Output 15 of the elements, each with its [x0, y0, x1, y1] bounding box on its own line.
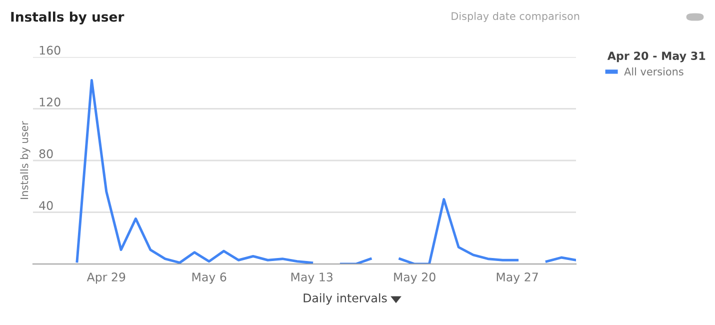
y-tick-label: 40	[39, 201, 53, 210]
y-tick-label: 80	[39, 149, 53, 158]
text: Display date comparison	[452, 12, 580, 22]
text: Daily intervals	[304, 293, 387, 305]
x-tick-label: May 6	[192, 272, 226, 284]
y-tick-label: 160	[40, 46, 60, 55]
legend-title: Apr 20 - May 31	[607, 52, 706, 62]
x-tick-label: May 27	[496, 272, 538, 284]
y-tick-label: 120	[40, 98, 60, 106]
y-axis-title: Installs by user	[11, 12, 124, 24]
x-tick-label: May 13	[291, 272, 332, 284]
x-tick-label: Apr 29	[86, 272, 126, 284]
text: Installs by user	[20, 121, 30, 199]
x-tick-label: May 20	[394, 272, 436, 284]
legend-label: All versions	[624, 67, 684, 76]
